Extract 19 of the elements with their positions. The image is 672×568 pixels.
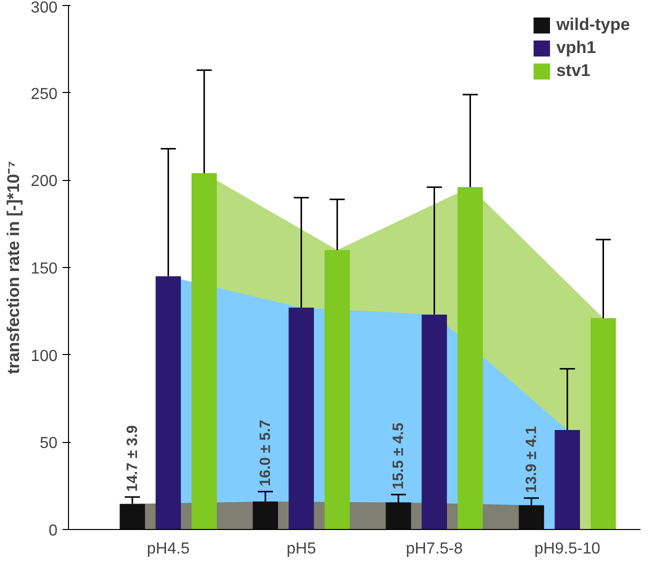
y-tick-label: 300 <box>30 0 58 16</box>
x-tick-label: pH5 <box>286 540 316 558</box>
y-tick-label: 250 <box>30 86 58 103</box>
data-label: 15.5 ± 4.5 <box>390 422 407 490</box>
y-tick-label: 200 <box>30 173 58 190</box>
y-tick-label: 50 <box>40 435 58 452</box>
x-tick-label: pH9.5-10 <box>534 540 600 558</box>
y-tick-label: 100 <box>30 348 58 365</box>
data-label: 14.7 ± 3.9 <box>124 425 141 492</box>
legend-label: vph1 <box>556 38 596 58</box>
y-tick-label: 0 <box>48 522 58 540</box>
y-tick-label: 150 <box>30 260 58 278</box>
data-label: 13.9 ± 4.1 <box>522 426 540 493</box>
x-tick-label: pH7.5-8 <box>406 540 463 558</box>
data-label: 16.0 ± 5.7 <box>256 420 274 486</box>
legend-label: wild-type <box>556 15 630 35</box>
x-tick-label: pH4.5 <box>146 540 190 558</box>
legend-label: stv1 <box>556 61 590 81</box>
y-axis-title: transfection rate in [-]*10⁻⁷ <box>4 160 23 374</box>
